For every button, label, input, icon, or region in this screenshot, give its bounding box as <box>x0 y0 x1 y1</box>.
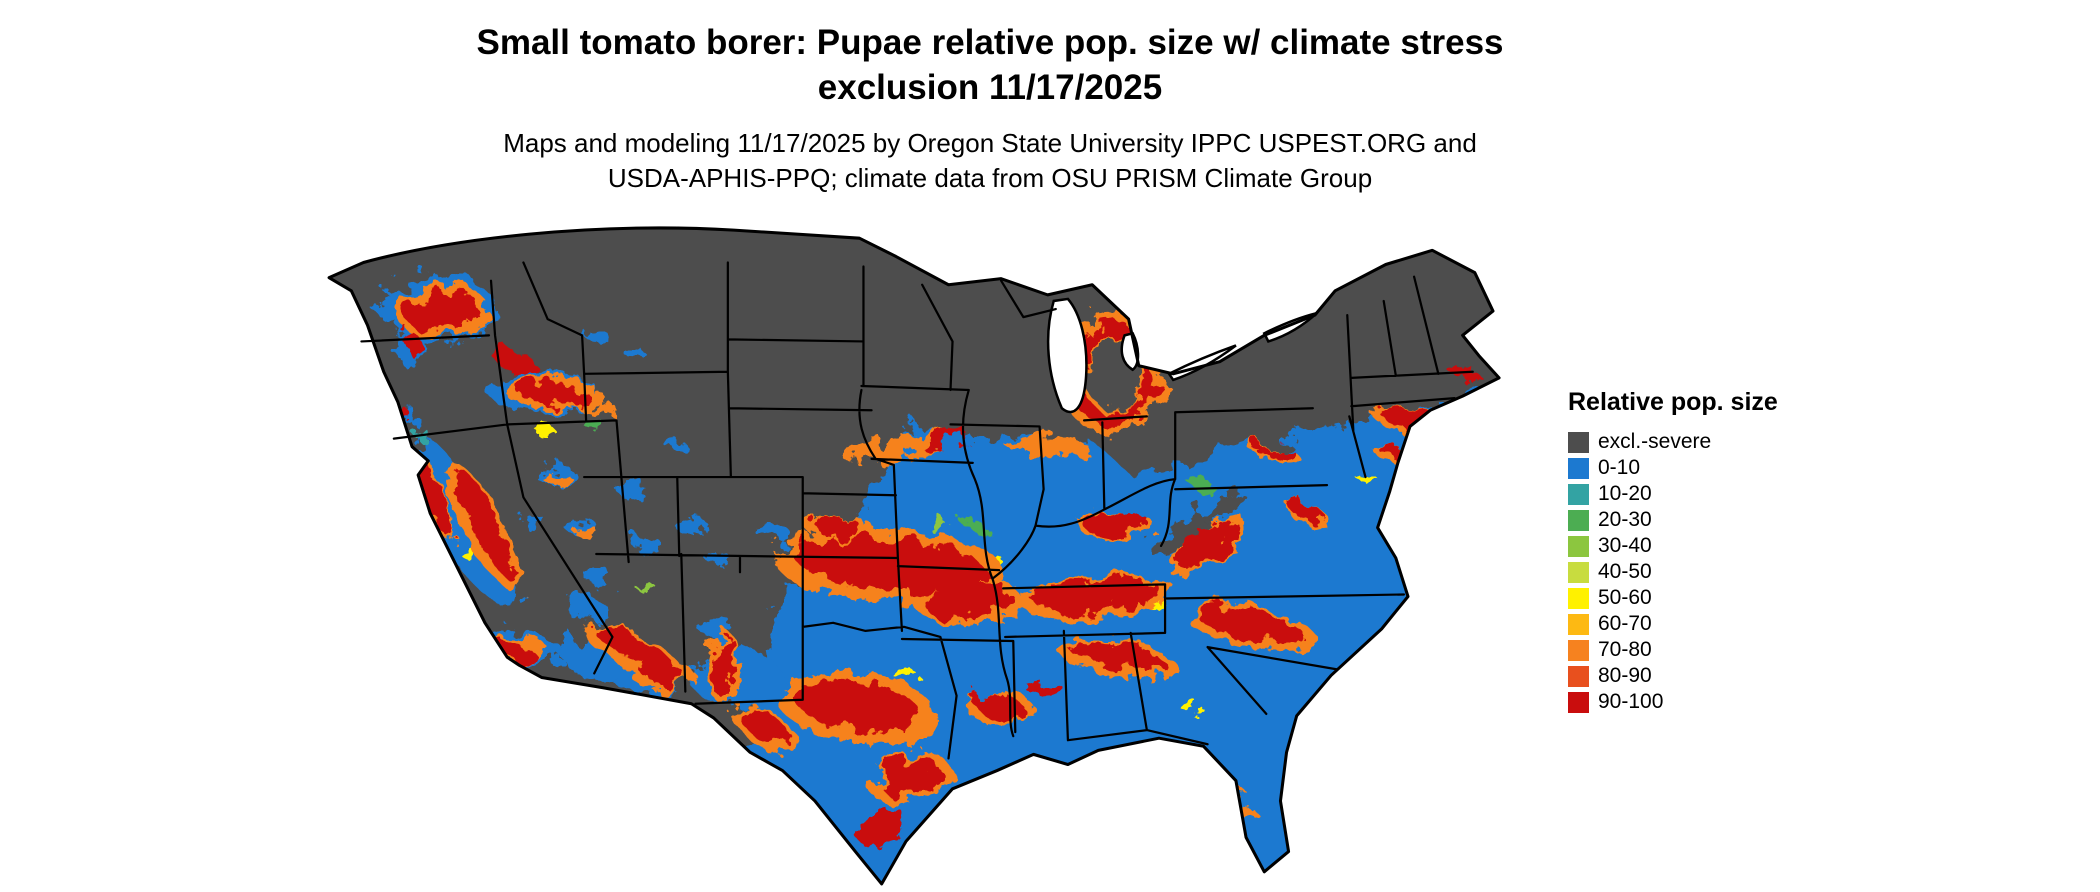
subtitle-line1: Maps and modeling 11/17/2025 by Oregon S… <box>503 128 1477 158</box>
legend-title: Relative pop. size <box>1568 388 1778 416</box>
legend-swatch <box>1568 691 1589 713</box>
regions-pop-50-60 <box>462 424 1374 713</box>
legend-item: 40-50 <box>1568 559 1778 585</box>
legend-swatch <box>1568 561 1589 583</box>
legend-item: 70-80 <box>1568 637 1778 663</box>
legend-item: 20-30 <box>1568 507 1778 533</box>
legend-item: 80-90 <box>1568 663 1778 689</box>
legend-item: 0-10 <box>1568 455 1778 481</box>
legend-label: 80-90 <box>1598 664 1652 687</box>
subtitle: Maps and modeling 11/17/2025 by Oregon S… <box>0 126 1980 196</box>
legend-item: 50-60 <box>1568 585 1778 611</box>
legend-swatch <box>1568 431 1589 453</box>
legend-swatch <box>1568 639 1589 661</box>
legend-swatch <box>1568 613 1589 635</box>
legend-item: 60-70 <box>1568 611 1778 637</box>
legend-label: 70-80 <box>1598 638 1652 661</box>
legend-label: 20-30 <box>1598 508 1652 531</box>
subtitle-line2: USDA-APHIS-PPQ; climate data from OSU PR… <box>607 163 1373 193</box>
regions-excluded-overlay <box>1151 489 1243 557</box>
legend-label: 0-10 <box>1598 456 1641 479</box>
legend-swatch <box>1568 587 1589 609</box>
legend-label: 10-20 <box>1598 482 1652 505</box>
page-title-line1: Small tomato borer: Pupae relative pop. … <box>476 23 1504 62</box>
state-borders <box>360 261 1474 760</box>
legend-swatch <box>1568 483 1589 505</box>
legend-item: 30-40 <box>1568 533 1778 559</box>
legend-item: excl.-severe <box>1568 429 1778 455</box>
legend-swatch <box>1568 535 1589 557</box>
legend-swatch <box>1568 457 1589 479</box>
legend-item: 90-100 <box>1568 689 1778 715</box>
legend-label: 60-70 <box>1598 612 1652 635</box>
legend-swatch <box>1568 665 1589 687</box>
map-area <box>288 222 1528 890</box>
legend-label: 30-40 <box>1598 534 1652 557</box>
header: Small tomato borer: Pupae relative pop. … <box>0 20 1980 196</box>
legend-swatch <box>1568 509 1589 531</box>
legend-label: 40-50 <box>1598 560 1652 583</box>
legend-panel: Relative pop. size excl.-severe 0-10 10-… <box>1568 388 1778 715</box>
us-map-svg <box>327 226 1501 886</box>
legend-label: 90-100 <box>1598 690 1664 713</box>
lake-michigan <box>1046 297 1088 414</box>
page-title-line2: exclusion 11/17/2025 <box>817 68 1163 107</box>
legend-item: 10-20 <box>1568 481 1778 507</box>
legend-label: excl.-severe <box>1598 430 1712 453</box>
legend-label: 50-60 <box>1598 586 1652 609</box>
